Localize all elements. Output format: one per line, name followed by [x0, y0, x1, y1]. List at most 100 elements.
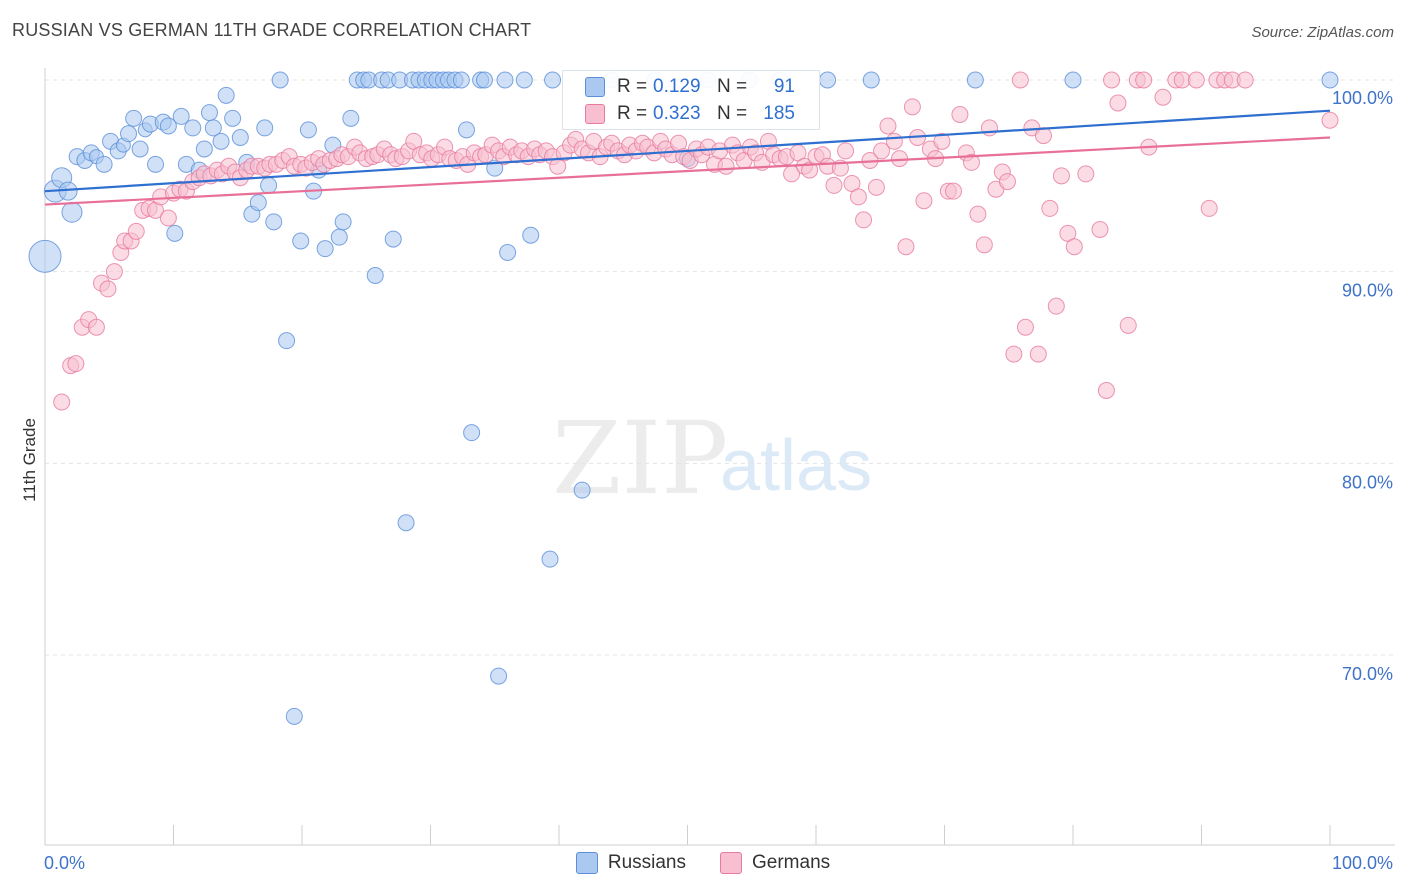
russians-point-54: [366, 267, 384, 284]
germans-point-160: [1016, 318, 1034, 336]
germans-point-159: [1011, 71, 1029, 89]
russians-point-32: [231, 129, 249, 146]
russians-legend-label: Russians: [607, 852, 686, 873]
russians-point-39: [271, 71, 289, 89]
russians-point-40: [278, 332, 296, 350]
russians-point-42: [292, 232, 310, 250]
r-label: R =: [617, 76, 648, 97]
y-tick-label-2: 90.0%: [1342, 281, 1393, 301]
russians-point-9: [95, 155, 113, 173]
trend-lines: [44, 109, 1331, 206]
russians-swatch: [585, 77, 605, 97]
germans-point-141: [903, 98, 921, 116]
legend-item-russians[interactable]: Russians: [575, 852, 686, 874]
germans-legend-label: Germans: [752, 852, 831, 873]
legend-row-germans: R = 0.323 N = 185: [585, 101, 795, 127]
germans-point-17: [159, 209, 177, 227]
germans-point-8: [105, 263, 123, 281]
germans-point-136: [873, 142, 891, 160]
russians-point-26: [195, 140, 213, 158]
germans-point-151: [962, 153, 980, 171]
russians-point-28: [204, 119, 222, 137]
germans-point-181: [1187, 71, 1205, 89]
russians-point-92: [1321, 71, 1339, 89]
russians-point-15: [131, 140, 149, 158]
russians-point-75: [499, 244, 517, 261]
russians-point-78: [541, 550, 559, 568]
russians-point-57: [384, 230, 402, 248]
russians-trend-line: [44, 109, 1331, 193]
russians-point-90: [966, 71, 984, 89]
germans-point-158: [1005, 345, 1023, 363]
germans-legend-swatch: [720, 852, 742, 874]
russians-point-70: [463, 424, 481, 442]
russians-point-36: [256, 119, 274, 137]
germans-point-143: [915, 192, 933, 210]
russians-point-88: [819, 71, 837, 89]
legend-item-germans[interactable]: Germans: [720, 852, 830, 874]
russians-point-41: [285, 707, 303, 725]
n-value: 91: [773, 76, 795, 97]
russians-point-18: [147, 155, 165, 173]
russians-point-79: [544, 71, 562, 89]
germans-point-12: [127, 222, 145, 240]
germans-point-128: [825, 176, 843, 194]
russians-point-30: [217, 86, 235, 104]
germans-point-174: [1119, 316, 1137, 334]
x-tick-label-1: 100.0%: [1332, 853, 1393, 873]
watermark-atlas: atlas: [720, 426, 873, 506]
russians-point-59: [397, 514, 415, 532]
tick-labels: 70.0% 80.0% 90.0% 100.0% 0.0% 100.0%: [44, 88, 1393, 873]
russians-point-13: [120, 125, 138, 143]
russians-point-37: [260, 176, 278, 194]
germans-point-154: [980, 119, 998, 137]
germans-point-165: [1047, 297, 1065, 315]
y-tick-label-0: 70.0%: [1342, 664, 1393, 684]
russians-point-77: [522, 226, 540, 244]
russians-point-76: [515, 71, 533, 89]
russians-point-68: [452, 71, 470, 89]
germans-point-133: [855, 211, 873, 229]
germans-points: [53, 71, 1339, 411]
germans-point-148: [944, 182, 962, 200]
russians-point-0: [28, 239, 62, 273]
russians-point-72: [475, 71, 493, 89]
y-tick-label-1: 80.0%: [1342, 472, 1393, 492]
x-tick-label-0: 0.0%: [44, 853, 85, 873]
russians-point-14: [125, 109, 143, 127]
germans-point-168: [1065, 238, 1083, 256]
germans-trend-line: [44, 136, 1331, 206]
n-label: N =: [717, 76, 748, 97]
chart-title: RUSSIAN VS GERMAN 11TH GRADE CORRELATION…: [12, 20, 532, 40]
russians-point-27: [200, 104, 218, 122]
russians-legend-swatch: [575, 852, 598, 874]
russians-point-31: [224, 109, 242, 127]
russians-point-35: [249, 194, 267, 212]
russians-point-48: [330, 228, 348, 246]
russians-point-91: [1064, 71, 1082, 89]
axes: [44, 68, 1395, 846]
n-value: 185: [763, 103, 795, 124]
germans-point-138: [885, 132, 903, 150]
russians-point-46: [316, 240, 334, 258]
russians-point-74: [496, 71, 514, 89]
germans-point-137: [879, 117, 897, 135]
germans-point-2: [67, 355, 85, 373]
germans-point-182: [1200, 199, 1218, 217]
russians-point-80: [490, 667, 508, 685]
germans-point-110: [717, 157, 735, 175]
russians-point-89: [862, 71, 880, 89]
germans-point-135: [867, 178, 885, 196]
legend-series: Russians Germans: [0, 852, 1406, 874]
germans-point-157: [998, 173, 1016, 191]
germans-point-132: [849, 188, 867, 206]
n-label: N =: [717, 103, 748, 124]
legend-stats: R = 0.129 N = 91 R = 0.323 N = 185: [562, 70, 820, 130]
r-value: 0.129: [653, 76, 701, 97]
russians-point-24: [184, 119, 202, 137]
germans-point-140: [897, 238, 915, 256]
source-credit: Source: ZipAtlas.com: [1251, 24, 1394, 41]
russians-point-50: [342, 109, 360, 127]
germans-point-176: [1135, 71, 1153, 89]
germans-point-172: [1103, 71, 1121, 89]
